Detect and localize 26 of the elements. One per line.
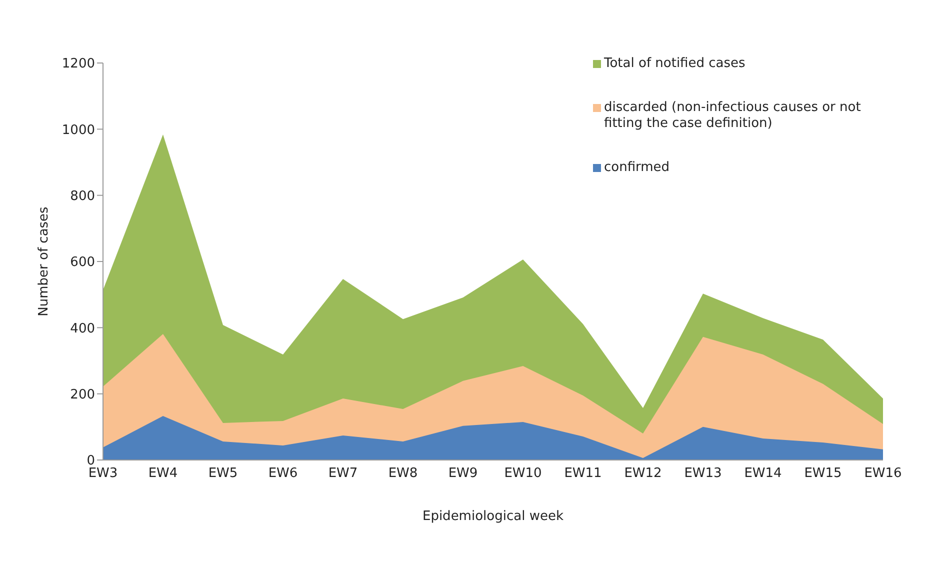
y-tick-label: 0	[86, 454, 95, 469]
x-tick-label: EW7	[328, 466, 358, 482]
x-tick-label: EW6	[268, 466, 298, 482]
y-tick-label: 800	[70, 188, 95, 204]
x-tick-label: EW8	[388, 466, 418, 482]
y-tick-label: 400	[70, 321, 95, 336]
x-tick-label: EW11	[564, 466, 602, 482]
legend-label: confirmed	[604, 160, 670, 176]
x-tick-label: EW15	[804, 466, 842, 482]
y-tick-label: 600	[70, 255, 95, 270]
x-tick-label: EW13	[684, 466, 722, 482]
legend-label: discarded (non-infectious causes or not fitting the case definition)	[604, 100, 862, 132]
x-tick-label: EW4	[148, 466, 178, 482]
y-tick-label: 1200	[62, 56, 95, 72]
y-tick-label: 200	[70, 387, 95, 402]
y-axis-title: Number of cases	[36, 206, 52, 316]
y-tick-label: 1000	[62, 122, 95, 138]
legend-label: Total of notified cases	[604, 56, 746, 72]
x-tick-label: EW5	[208, 466, 238, 482]
x-tick-label: EW14	[744, 466, 782, 482]
x-tick-label: EW16	[864, 466, 902, 482]
x-tick-label: EW10	[504, 466, 542, 482]
x-tick-label: EW12	[624, 466, 662, 482]
x-axis-title: Epidemiological week	[422, 509, 564, 524]
x-tick-label: EW3	[88, 466, 118, 482]
x-tick-label: EW9	[448, 466, 478, 482]
